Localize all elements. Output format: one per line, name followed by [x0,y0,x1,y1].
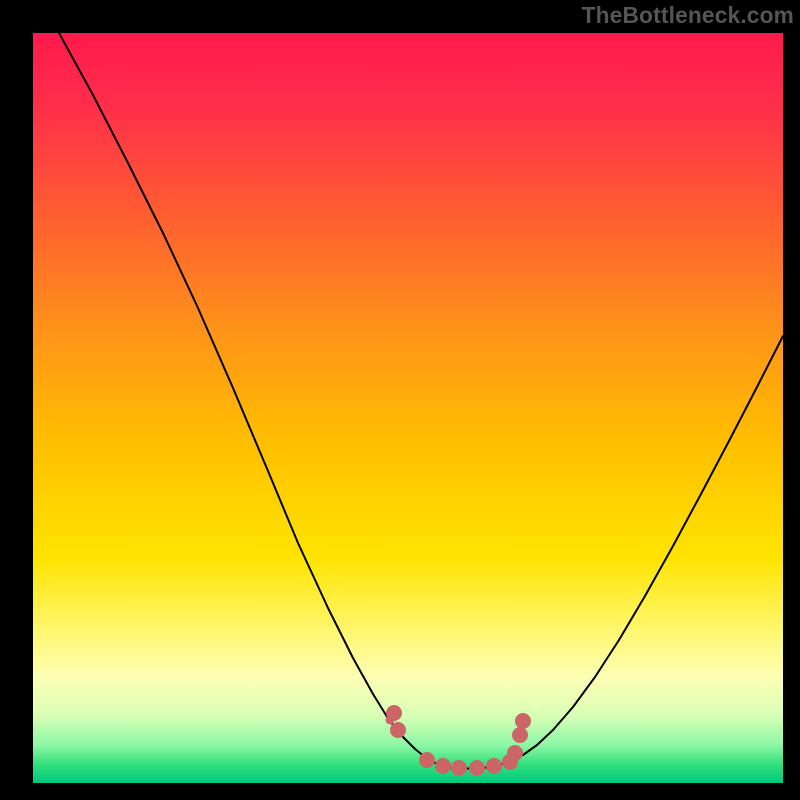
bottleneck-marker [435,758,451,774]
bottleneck-marker-small-group [386,716,395,725]
bottleneck-marker [451,760,467,776]
bottleneck-marker [512,727,528,743]
frame-right [783,0,800,800]
plot-svg [33,33,783,783]
frame-bottom [0,783,800,800]
watermark-text: TheBottleneck.com [582,2,794,29]
bottleneck-marker [390,722,406,738]
frame-left [0,0,33,800]
bottleneck-marker-small [386,716,395,725]
bottleneck-marker [515,713,531,729]
bottleneck-marker [486,758,502,774]
plot-area [33,33,783,783]
bottleneck-marker [507,745,523,761]
bottleneck-curve [59,33,783,769]
chart-stage: TheBottleneck.com [0,0,800,800]
bottleneck-marker [469,760,485,776]
bottleneck-marker [419,752,435,768]
